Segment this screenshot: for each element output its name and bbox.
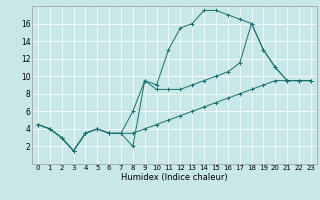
X-axis label: Humidex (Indice chaleur): Humidex (Indice chaleur)	[121, 173, 228, 182]
